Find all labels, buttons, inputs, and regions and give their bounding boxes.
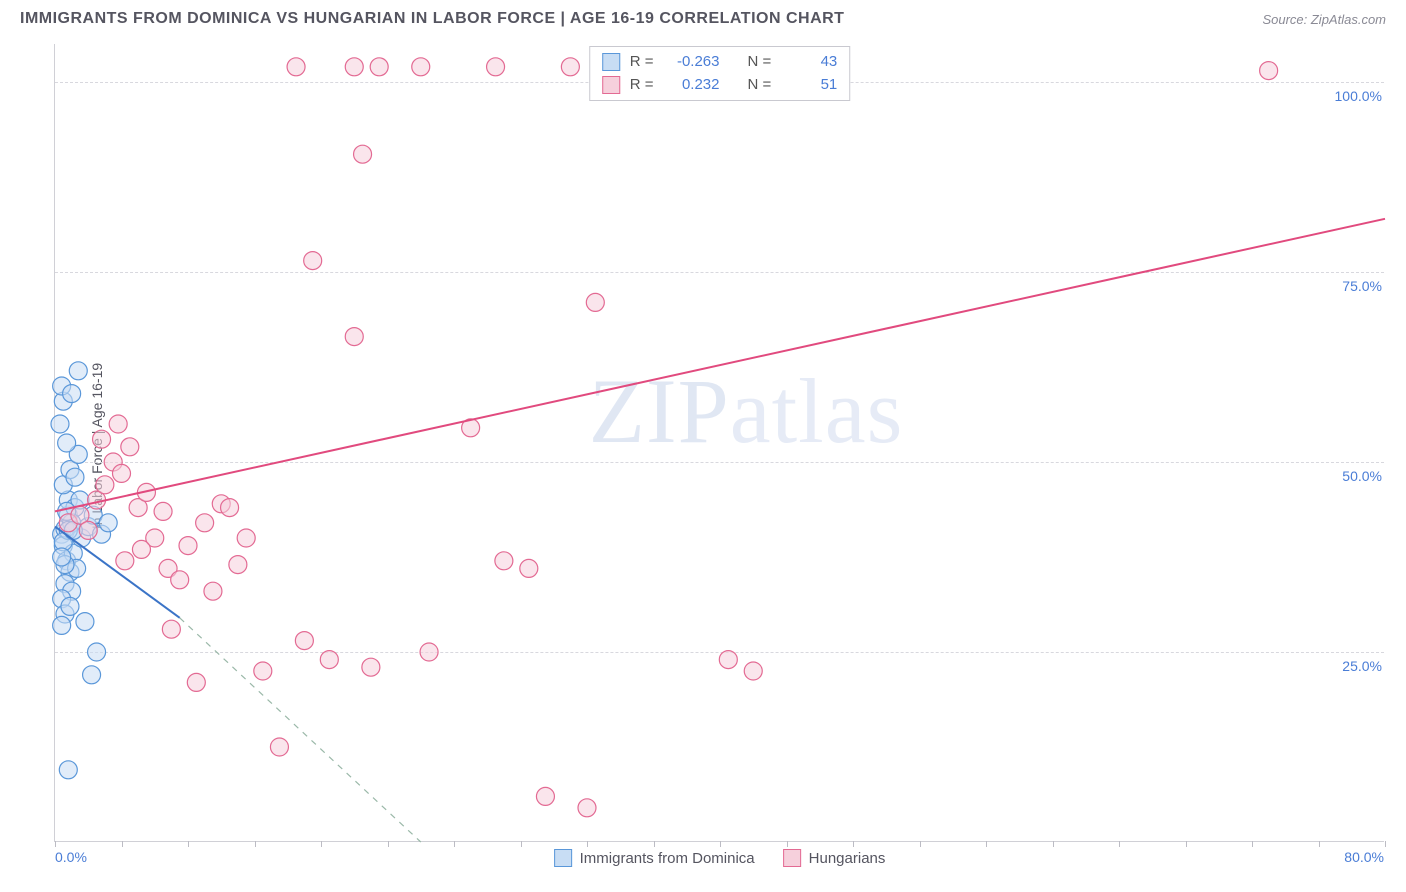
r-prefix: R =	[630, 51, 654, 74]
chart-title: IMMIGRANTS FROM DOMINICA VS HUNGARIAN IN…	[20, 10, 844, 28]
n-value-dominica: 43	[781, 51, 837, 74]
legend-label-dominica: Immigrants from Dominica	[580, 850, 755, 867]
r-prefix: R =	[630, 74, 654, 97]
swatch-icon	[554, 849, 572, 867]
n-value-hungarians: 51	[781, 74, 837, 97]
chart-plot-area: ZIPatlas 25.0%50.0%75.0%100.0% R = -0.26…	[54, 44, 1384, 842]
source-label: Source: ZipAtlas.com	[1262, 12, 1386, 27]
x-max-label: 80.0%	[1344, 849, 1384, 865]
swatch-dominica	[602, 53, 620, 71]
n-prefix: N =	[748, 51, 772, 74]
legend-item-dominica: Immigrants from Dominica	[554, 849, 755, 867]
stats-row-dominica: R = -0.263 N = 43	[602, 51, 838, 74]
n-prefix: N =	[748, 74, 772, 97]
legend-item-hungarians: Hungarians	[783, 849, 886, 867]
r-value-dominica: -0.263	[664, 51, 720, 74]
legend-label-hungarians: Hungarians	[809, 850, 886, 867]
bottom-legend: Immigrants from Dominica Hungarians	[554, 849, 886, 867]
scatter-svg	[55, 44, 1384, 841]
swatch-hungarians	[602, 76, 620, 94]
r-value-hungarians: 0.232	[664, 74, 720, 97]
stats-row-hungarians: R = 0.232 N = 51	[602, 74, 838, 97]
stats-legend: R = -0.263 N = 43 R = 0.232 N = 51	[589, 46, 851, 101]
x-min-label: 0.0%	[55, 849, 87, 865]
swatch-icon	[783, 849, 801, 867]
